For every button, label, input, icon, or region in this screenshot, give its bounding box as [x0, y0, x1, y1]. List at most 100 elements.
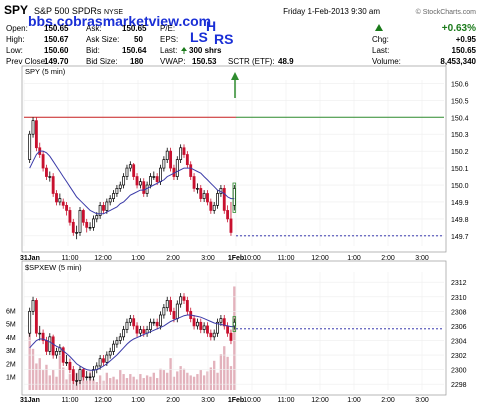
price-candle-body — [102, 204, 105, 211]
index-candle-body — [91, 369, 95, 378]
price-x-tick: 11:00 — [62, 255, 79, 262]
price-candle-body — [212, 204, 216, 211]
price-candle-body — [195, 188, 199, 190]
index-candle-body — [132, 318, 136, 327]
index-candle-body — [75, 380, 79, 382]
index-candle-body — [138, 329, 142, 334]
price-candle-body — [226, 210, 230, 220]
index-candle-body — [41, 332, 45, 341]
index-volume-bar — [98, 375, 102, 390]
price-candle-body — [135, 176, 139, 186]
price-candle-body — [75, 232, 79, 234]
price-candle-body — [125, 167, 129, 177]
watermark: bbs.cobrasmarketview.com — [28, 13, 211, 29]
index-volume-bar — [95, 382, 98, 390]
prev-close-label: Prev Close: — [6, 57, 47, 66]
index-volume-bar — [229, 366, 233, 390]
index-volume-bar — [219, 354, 223, 390]
price-x-tick: 3:00 — [415, 255, 429, 262]
index-candle-body — [115, 340, 119, 345]
price-candle-body — [189, 164, 193, 177]
index-volume-bar — [189, 375, 192, 390]
price-candle-body — [169, 150, 173, 169]
price-x-tick: 11:00 — [278, 255, 295, 262]
index-candle-body — [112, 343, 115, 352]
index-candle-body — [61, 347, 65, 363]
ask-label: Ask: — [86, 24, 102, 33]
index-volume-bar — [226, 356, 229, 390]
index-volume-bar — [179, 366, 182, 390]
price-candle-body — [155, 176, 159, 182]
price-x-tick: 1Feb — [228, 255, 244, 262]
index-volume-tick: 2M — [6, 361, 16, 368]
ask-size-value: 50 — [134, 35, 143, 44]
bid-size-value: 180 — [130, 57, 144, 66]
gap-arrow-icon — [231, 72, 239, 80]
last-value: 150.65 — [452, 46, 477, 55]
price-candle-body — [51, 176, 55, 194]
index-candle-body — [209, 332, 213, 338]
price-y-tick: 150.0 — [451, 183, 469, 190]
index-last-bar-marker — [232, 316, 237, 332]
index-volume-tick: 6M — [6, 308, 16, 315]
price-y-tick: 150.2 — [451, 149, 469, 156]
vwap-label: VWAP: — [160, 57, 185, 66]
index-candle-body — [165, 300, 169, 309]
index-candle-body — [85, 376, 89, 379]
price-candle-body — [149, 176, 152, 186]
index-volume-bar — [62, 367, 65, 390]
index-candle-body — [128, 318, 132, 323]
index-volume-bar — [213, 360, 216, 390]
index-candle-body — [142, 329, 146, 334]
price-y-tick: 150.6 — [451, 81, 469, 88]
index-volume-bar — [186, 372, 189, 390]
index-x-tick: 1:00 — [347, 397, 361, 404]
index-x-tick: 3:00 — [201, 397, 215, 404]
price-y-tick: 150.3 — [451, 132, 469, 139]
price-candle-body — [232, 188, 236, 206]
eps-label: EPS: — [160, 35, 178, 44]
index-candle-body — [152, 321, 156, 324]
index-candle-body — [185, 300, 189, 312]
bid-size-label: Bid Size: — [86, 57, 118, 66]
price-candle-body — [132, 164, 136, 177]
price-x-tick: 12:00 — [94, 255, 112, 262]
price-x-tick: 2:00 — [166, 255, 180, 262]
price-x-tick: 2:00 — [381, 255, 395, 262]
index-candle-body — [34, 300, 38, 334]
index-volume-bar — [159, 368, 162, 390]
index-candle-body — [38, 332, 42, 335]
index-volume-bar — [223, 346, 226, 390]
index-panel-title: $SPXEW (5 min) — [25, 263, 82, 272]
index-candle-body — [78, 369, 82, 381]
index-candle-body — [212, 332, 216, 338]
index-volume-bar — [216, 372, 219, 390]
price-candle-body — [152, 176, 156, 178]
index-volume-bar — [149, 376, 152, 390]
price-panel-title: SPY (5 min) — [25, 67, 66, 76]
index-candle-body — [162, 307, 166, 316]
index-volume-tick: 4M — [6, 335, 16, 342]
chg-value: +0.95 — [456, 35, 477, 44]
index-candle-body — [102, 358, 105, 363]
vwap-value: 150.53 — [192, 57, 217, 66]
index-volume-bar — [28, 320, 31, 390]
index-volume-bar — [182, 368, 186, 390]
index-volume-bar — [65, 379, 68, 390]
high-value: 150.67 — [44, 35, 69, 44]
price-candle-body — [192, 176, 196, 189]
ask-size-label: Ask Size: — [86, 35, 119, 44]
index-volume-bar — [166, 372, 169, 390]
index-volume-bar — [58, 355, 62, 390]
index-panel-frame — [21, 260, 447, 396]
price-candle-body — [95, 215, 99, 220]
index-volume-bar — [192, 376, 196, 390]
ask-value: 150.65 — [122, 24, 147, 33]
index-candle-body — [179, 296, 183, 305]
security-name: S&P 500 SPDRs — [34, 6, 102, 16]
index-x-tick: 1Feb — [228, 397, 244, 404]
last-label: Last: — [372, 46, 389, 55]
index-moving-average — [29, 314, 235, 371]
